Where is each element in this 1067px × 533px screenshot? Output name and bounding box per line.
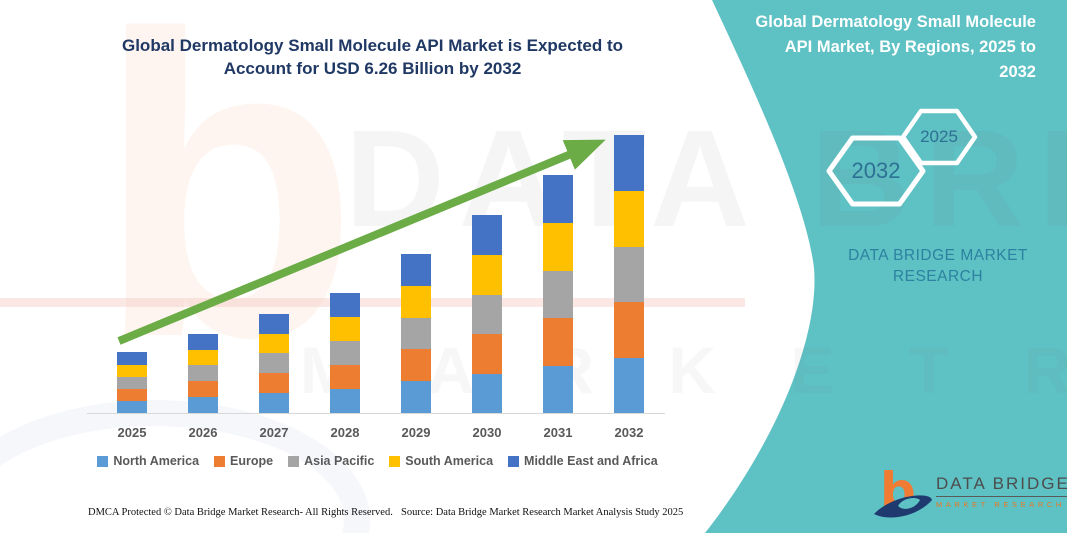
footer-dmca-text: DMCA Protected © Data Bridge Market Rese… xyxy=(88,507,393,518)
x-axis-label-2031: 2031 xyxy=(543,425,573,440)
bar-segment-2032 xyxy=(614,302,644,358)
bar-segment-2025 xyxy=(117,364,147,377)
legend-swatch-icon xyxy=(508,455,520,467)
bar-segment-2032 xyxy=(614,246,644,302)
bar-segment-2029 xyxy=(401,254,431,286)
bar-segment-2025 xyxy=(117,400,147,413)
bar-segment-2026 xyxy=(188,334,218,350)
x-axis-label-2029: 2029 xyxy=(401,425,431,440)
bar-segment-2031 xyxy=(543,270,573,318)
bar-segment-2027 xyxy=(259,393,289,413)
footer-source-text: Source: Data Bridge Market Research Mark… xyxy=(401,507,684,518)
bar-segment-2028 xyxy=(330,317,360,341)
bar-segment-2032 xyxy=(614,191,644,247)
bar-segment-2030 xyxy=(472,373,502,413)
bar-segment-2026 xyxy=(188,349,218,366)
bar-segment-2027 xyxy=(259,314,289,334)
dbmr-logo: b DATA BRIDGE MARKET RESEARCH xyxy=(872,462,1067,524)
bar-segment-2031 xyxy=(543,365,573,413)
bar-segment-2029 xyxy=(401,381,431,413)
dbmr-logo-brand: DATA BRIDGE xyxy=(936,474,1067,497)
bar-segment-2031 xyxy=(543,318,573,366)
bar-column-2027 xyxy=(259,314,289,413)
bar-segment-2026 xyxy=(188,381,218,398)
panel-title-line2: API Market, By Regions, 2025 to xyxy=(784,38,1036,56)
bar-segment-2025 xyxy=(117,376,147,389)
bar-segment-2030 xyxy=(472,215,502,255)
bar-segment-2026 xyxy=(188,397,218,413)
bar-segment-2032 xyxy=(614,357,644,413)
bar-segment-2027 xyxy=(259,373,289,394)
x-axis-label-2027: 2027 xyxy=(259,425,289,440)
legend-swatch-icon xyxy=(214,455,226,467)
hexagon-2032-label: 2032 xyxy=(851,158,901,183)
legend-label: North America xyxy=(113,454,200,468)
bar-segment-2028 xyxy=(330,293,360,317)
legend-label: Europe xyxy=(230,454,274,468)
legend-label: Asia Pacific xyxy=(304,454,375,468)
x-axis-label-2025: 2025 xyxy=(117,425,147,440)
legend-label: Middle East and Africa xyxy=(524,454,658,468)
legend-item: South America xyxy=(389,454,493,468)
bar-column-2025 xyxy=(117,352,147,413)
bar-segment-2025 xyxy=(117,388,147,401)
legend-item: Middle East and Africa xyxy=(508,454,658,468)
bar-column-2031 xyxy=(543,175,573,413)
bar-segment-2028 xyxy=(330,389,360,413)
chart-title: Global Dermatology Small Molecule API Ma… xyxy=(100,34,645,80)
chart-title-line1: Global Dermatology Small Molecule API Ma… xyxy=(121,36,623,55)
legend-swatch-icon xyxy=(97,455,109,467)
bar-segment-2028 xyxy=(330,341,360,365)
chart-legend: North America Europe Asia Pacific South Ame… xyxy=(80,454,675,468)
hexagon-2025-label: 2025 xyxy=(920,127,958,146)
bar-segment-2027 xyxy=(259,353,289,374)
chart-title-line2: Account for USD 6.26 Billion by 2032 xyxy=(223,59,522,78)
bar-column-2029 xyxy=(401,254,431,413)
x-axis-label-2026: 2026 xyxy=(188,425,218,440)
panel-title-line3: 2032 xyxy=(999,63,1036,81)
bar-column-2028 xyxy=(330,293,360,413)
bar-segment-2028 xyxy=(330,365,360,389)
bar-segment-2029 xyxy=(401,286,431,318)
dbmr-logo-mark-icon: b xyxy=(874,462,932,520)
legend-label: South America xyxy=(405,454,494,468)
legend-item: North America xyxy=(97,454,199,468)
x-axis-line xyxy=(87,413,665,414)
bar-segment-2030 xyxy=(472,334,502,374)
legend-item: Europe xyxy=(214,454,273,468)
dbmr-logo-sub: MARKET RESEARCH xyxy=(936,500,1065,509)
bar-segment-2031 xyxy=(543,175,573,223)
bar-segment-2026 xyxy=(188,365,218,382)
bar-segment-2030 xyxy=(472,255,502,295)
panel-title-line1: Global Dermatology Small Molecule xyxy=(755,13,1036,31)
bar-column-2026 xyxy=(188,334,218,413)
bar-segment-2025 xyxy=(117,352,147,365)
panel-title: Global Dermatology Small Molecule API Ma… xyxy=(740,10,1036,85)
legend-swatch-icon xyxy=(389,455,401,467)
x-axis-label-2032: 2032 xyxy=(614,425,644,440)
bar-column-2030 xyxy=(472,215,502,413)
bar-segment-2030 xyxy=(472,294,502,334)
legend-item: Asia Pacific xyxy=(288,454,374,468)
dbmr-logo-text: DATA BRIDGE MARKET RESEARCH xyxy=(936,474,1067,509)
panel-brand-text: DATA BRIDGE MARKET RESEARCH xyxy=(848,247,1028,285)
bar-segment-2029 xyxy=(401,349,431,382)
x-axis-label-2030: 2030 xyxy=(472,425,502,440)
bar-segment-2027 xyxy=(259,333,289,354)
bar-segment-2029 xyxy=(401,317,431,350)
bar-segment-2031 xyxy=(543,223,573,271)
bar-segment-2032 xyxy=(614,135,644,191)
legend-swatch-icon xyxy=(288,455,300,467)
x-axis-label-2028: 2028 xyxy=(330,425,360,440)
bar-column-2032 xyxy=(614,135,644,413)
